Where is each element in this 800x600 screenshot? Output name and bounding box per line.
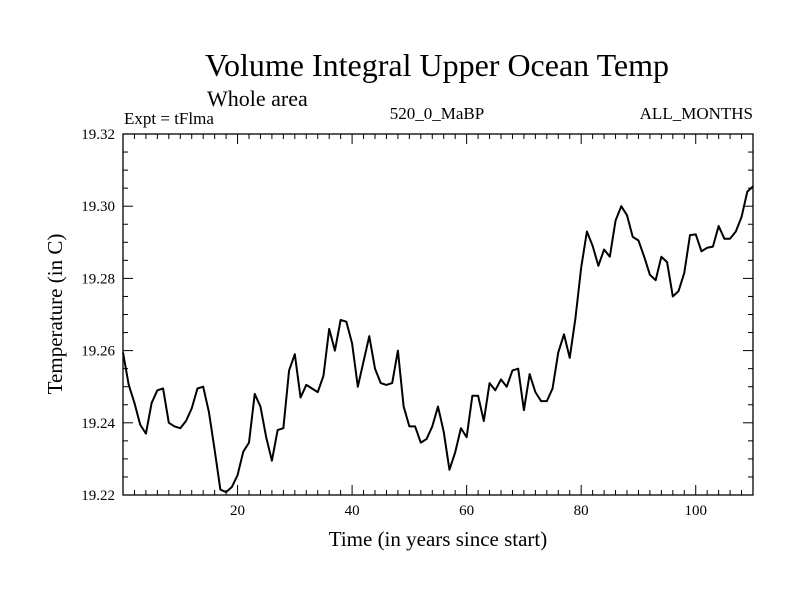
x-axis-label: Time (in years since start)	[329, 527, 548, 551]
chart-title: Volume Integral Upper Ocean Temp	[205, 47, 669, 83]
x-tick-label: 100	[684, 503, 707, 519]
y-axis-label: Temperature (in C)	[43, 234, 67, 395]
series-line	[122, 185, 754, 494]
y-axis-ticks: 19.22 19.24 19.26 19.28 19.30 19.32	[81, 127, 753, 504]
chart-subtitle: Whole area	[207, 86, 308, 111]
y-tick-label: 19.22	[81, 488, 115, 504]
plot-area-frame	[122, 133, 754, 496]
y-tick-label: 19.28	[81, 271, 115, 287]
y-tick-label: 19.32	[81, 127, 115, 143]
x-axis-ticks: 20 40 60 80 100	[133, 134, 743, 519]
y-tick-label: 19.24	[81, 416, 115, 432]
y-tick-label: 19.30	[81, 199, 115, 215]
x-tick-label: 20	[230, 503, 245, 519]
months-label: ALL_MONTHS	[640, 104, 753, 123]
y-tick-label: 19.26	[81, 344, 115, 360]
x-tick-label: 60	[459, 503, 474, 519]
experiment-id-label: 520_0_MaBP	[390, 104, 484, 123]
x-tick-label: 80	[574, 503, 589, 519]
series-layer	[122, 185, 754, 494]
experiment-label: Expt = tFlma	[124, 109, 214, 128]
x-tick-label: 40	[345, 503, 360, 519]
